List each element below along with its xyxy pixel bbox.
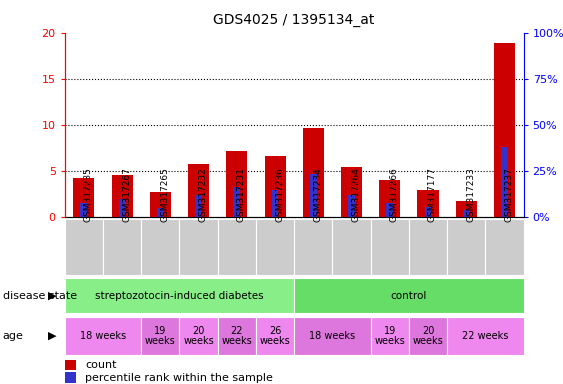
Bar [455, 201, 477, 217]
Text: disease state: disease state [3, 291, 77, 301]
Text: 20
weeks: 20 weeks [183, 326, 214, 346]
Bar [303, 127, 324, 217]
Text: GSM317266: GSM317266 [390, 167, 399, 222]
Text: 19
weeks: 19 weeks [374, 326, 405, 346]
Text: GSM317235: GSM317235 [84, 167, 93, 222]
Text: 26
weeks: 26 weeks [260, 326, 291, 346]
Bar [332, 219, 370, 275]
Bar [447, 317, 524, 355]
Bar [218, 317, 256, 355]
Bar [195, 195, 202, 217]
Bar [103, 219, 141, 275]
Bar [180, 219, 218, 275]
Text: GSM317267: GSM317267 [122, 167, 131, 222]
Title: GDS4025 / 1395134_at: GDS4025 / 1395134_at [213, 13, 375, 27]
Bar [65, 372, 76, 382]
Text: 20
weeks: 20 weeks [413, 326, 444, 346]
Text: 22 weeks: 22 weeks [462, 331, 508, 341]
Text: ▶: ▶ [48, 331, 56, 341]
Bar [370, 219, 409, 275]
Text: GSM317232: GSM317232 [199, 167, 208, 222]
Bar [447, 219, 485, 275]
Text: ▶: ▶ [48, 291, 56, 301]
Bar [141, 317, 180, 355]
Bar [409, 219, 447, 275]
Bar [341, 167, 362, 217]
Bar [418, 190, 439, 217]
Bar [226, 151, 247, 217]
Bar [119, 199, 126, 217]
Bar [256, 219, 294, 275]
Bar [425, 207, 431, 217]
Bar [65, 278, 294, 313]
Text: age: age [3, 331, 24, 341]
Text: GSM317233: GSM317233 [466, 167, 475, 222]
Text: 18 weeks: 18 weeks [309, 331, 355, 341]
Bar [65, 360, 76, 370]
Text: GSM317264: GSM317264 [351, 167, 360, 222]
Bar [485, 219, 524, 275]
Bar [386, 203, 393, 217]
Bar [65, 317, 141, 355]
Text: GSM317231: GSM317231 [237, 167, 246, 222]
Bar [310, 174, 317, 217]
Bar [157, 208, 164, 217]
Bar [234, 187, 240, 217]
Bar [218, 219, 256, 275]
Text: GSM317177: GSM317177 [428, 167, 437, 222]
Bar [294, 278, 524, 313]
Text: GSM317236: GSM317236 [275, 167, 284, 222]
Bar [141, 219, 180, 275]
Bar [294, 219, 332, 275]
Text: streptozotocin-induced diabetes: streptozotocin-induced diabetes [95, 291, 264, 301]
Bar [370, 317, 409, 355]
Bar [188, 164, 209, 217]
Text: 18 weeks: 18 weeks [80, 331, 126, 341]
Text: 22
weeks: 22 weeks [221, 326, 252, 346]
Bar [379, 180, 400, 217]
Bar [65, 219, 103, 275]
Text: count: count [86, 360, 117, 370]
Bar [494, 43, 515, 217]
Bar [81, 203, 87, 217]
Text: 19
weeks: 19 weeks [145, 326, 176, 346]
Bar [348, 195, 355, 217]
Bar [180, 317, 218, 355]
Bar [463, 210, 470, 217]
Bar [294, 317, 370, 355]
Bar [111, 175, 133, 217]
Text: control: control [391, 291, 427, 301]
Text: GSM317237: GSM317237 [504, 167, 513, 222]
Text: GSM317265: GSM317265 [160, 167, 169, 222]
Bar [73, 178, 95, 217]
Bar [150, 192, 171, 217]
Bar [265, 156, 285, 217]
Bar [409, 317, 447, 355]
Text: GSM317234: GSM317234 [313, 167, 322, 222]
Bar [256, 317, 294, 355]
Text: percentile rank within the sample: percentile rank within the sample [86, 372, 273, 382]
Bar [501, 147, 508, 217]
Bar [271, 190, 279, 217]
